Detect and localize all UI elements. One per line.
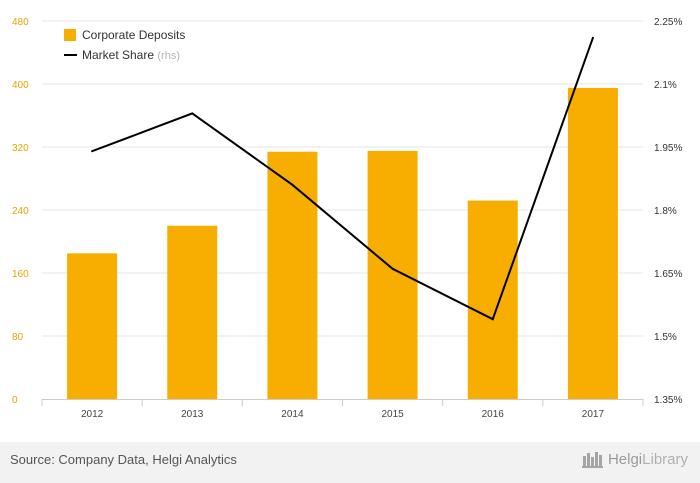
x-tick-label: 2013 — [181, 409, 204, 420]
x-axis-ticks: 2012 2013 2014 2015 2016 2017 — [81, 409, 605, 420]
x-axis — [41, 399, 644, 406]
right-tick-label: 1.65% — [654, 269, 682, 280]
line-series — [91, 36, 594, 321]
bar-2017 — [567, 87, 618, 399]
source-note: Source: Company Data, Helgi Analytics — [10, 452, 237, 467]
brand-logo: Helgi Library — [581, 450, 688, 468]
line-market-share — [91, 37, 594, 321]
point-2017 — [591, 36, 594, 39]
point-2014 — [291, 183, 294, 186]
right-axis-ticks: 1.35% 1.5% 1.65% 1.8% 1.95% 2.1% 2.25% — [654, 17, 682, 406]
right-tick-label: 1.95% — [654, 143, 682, 154]
point-2015 — [391, 267, 394, 270]
bar-2016 — [467, 200, 518, 399]
legend-label-corporate-deposits: Corporate Deposits — [82, 28, 185, 42]
left-axis-ticks: 0 80 160 240 320 400 480 — [12, 17, 29, 406]
left-tick-label: 400 — [12, 80, 29, 91]
left-tick-label: 320 — [12, 143, 29, 154]
point-2016 — [491, 318, 494, 321]
right-tick-label: 1.5% — [654, 332, 677, 343]
x-tick-label: 2016 — [482, 409, 505, 420]
bar-2015 — [367, 150, 418, 399]
left-tick-label: 0 — [12, 395, 18, 406]
bar-2014 — [267, 151, 318, 399]
point-2013 — [191, 112, 194, 115]
x-tick-label: 2014 — [281, 409, 304, 420]
bar-2013 — [167, 225, 218, 399]
x-tick-label: 2012 — [81, 409, 104, 420]
legend-swatch-corporate-deposits — [64, 29, 76, 41]
brand-name: Helgi — [607, 450, 643, 468]
right-tick-label: 1.35% — [654, 395, 682, 406]
left-tick-label: 80 — [12, 332, 24, 343]
legend-suffix-rhs: (rhs) — [157, 50, 180, 62]
footer: Source: Company Data, Helgi Analytics He… — [0, 442, 700, 483]
legend-label-market-share: Market Share (rhs) — [82, 48, 180, 62]
bar-2012 — [67, 253, 118, 399]
right-tick-label: 2.1% — [654, 80, 677, 91]
point-2012 — [91, 150, 94, 153]
left-tick-label: 240 — [12, 206, 29, 217]
right-tick-label: 2.25% — [654, 17, 682, 28]
bar-series — [67, 87, 618, 399]
x-tick-label: 2017 — [582, 409, 605, 420]
grid-lines — [42, 20, 643, 337]
chart: 0 80 160 240 320 400 480 1.35% 1.5% 1.65% 1.8% 1.9… — [12, 17, 682, 420]
library-icon — [581, 452, 603, 468]
left-tick-label: 480 — [12, 17, 29, 28]
legend: Corporate Deposits Market Share (rhs) — [64, 28, 185, 62]
right-tick-label: 1.8% — [654, 206, 677, 217]
x-tick-label: 2015 — [381, 409, 404, 420]
left-tick-label: 160 — [12, 269, 29, 280]
brand-name-suffix: Library — [642, 450, 688, 468]
